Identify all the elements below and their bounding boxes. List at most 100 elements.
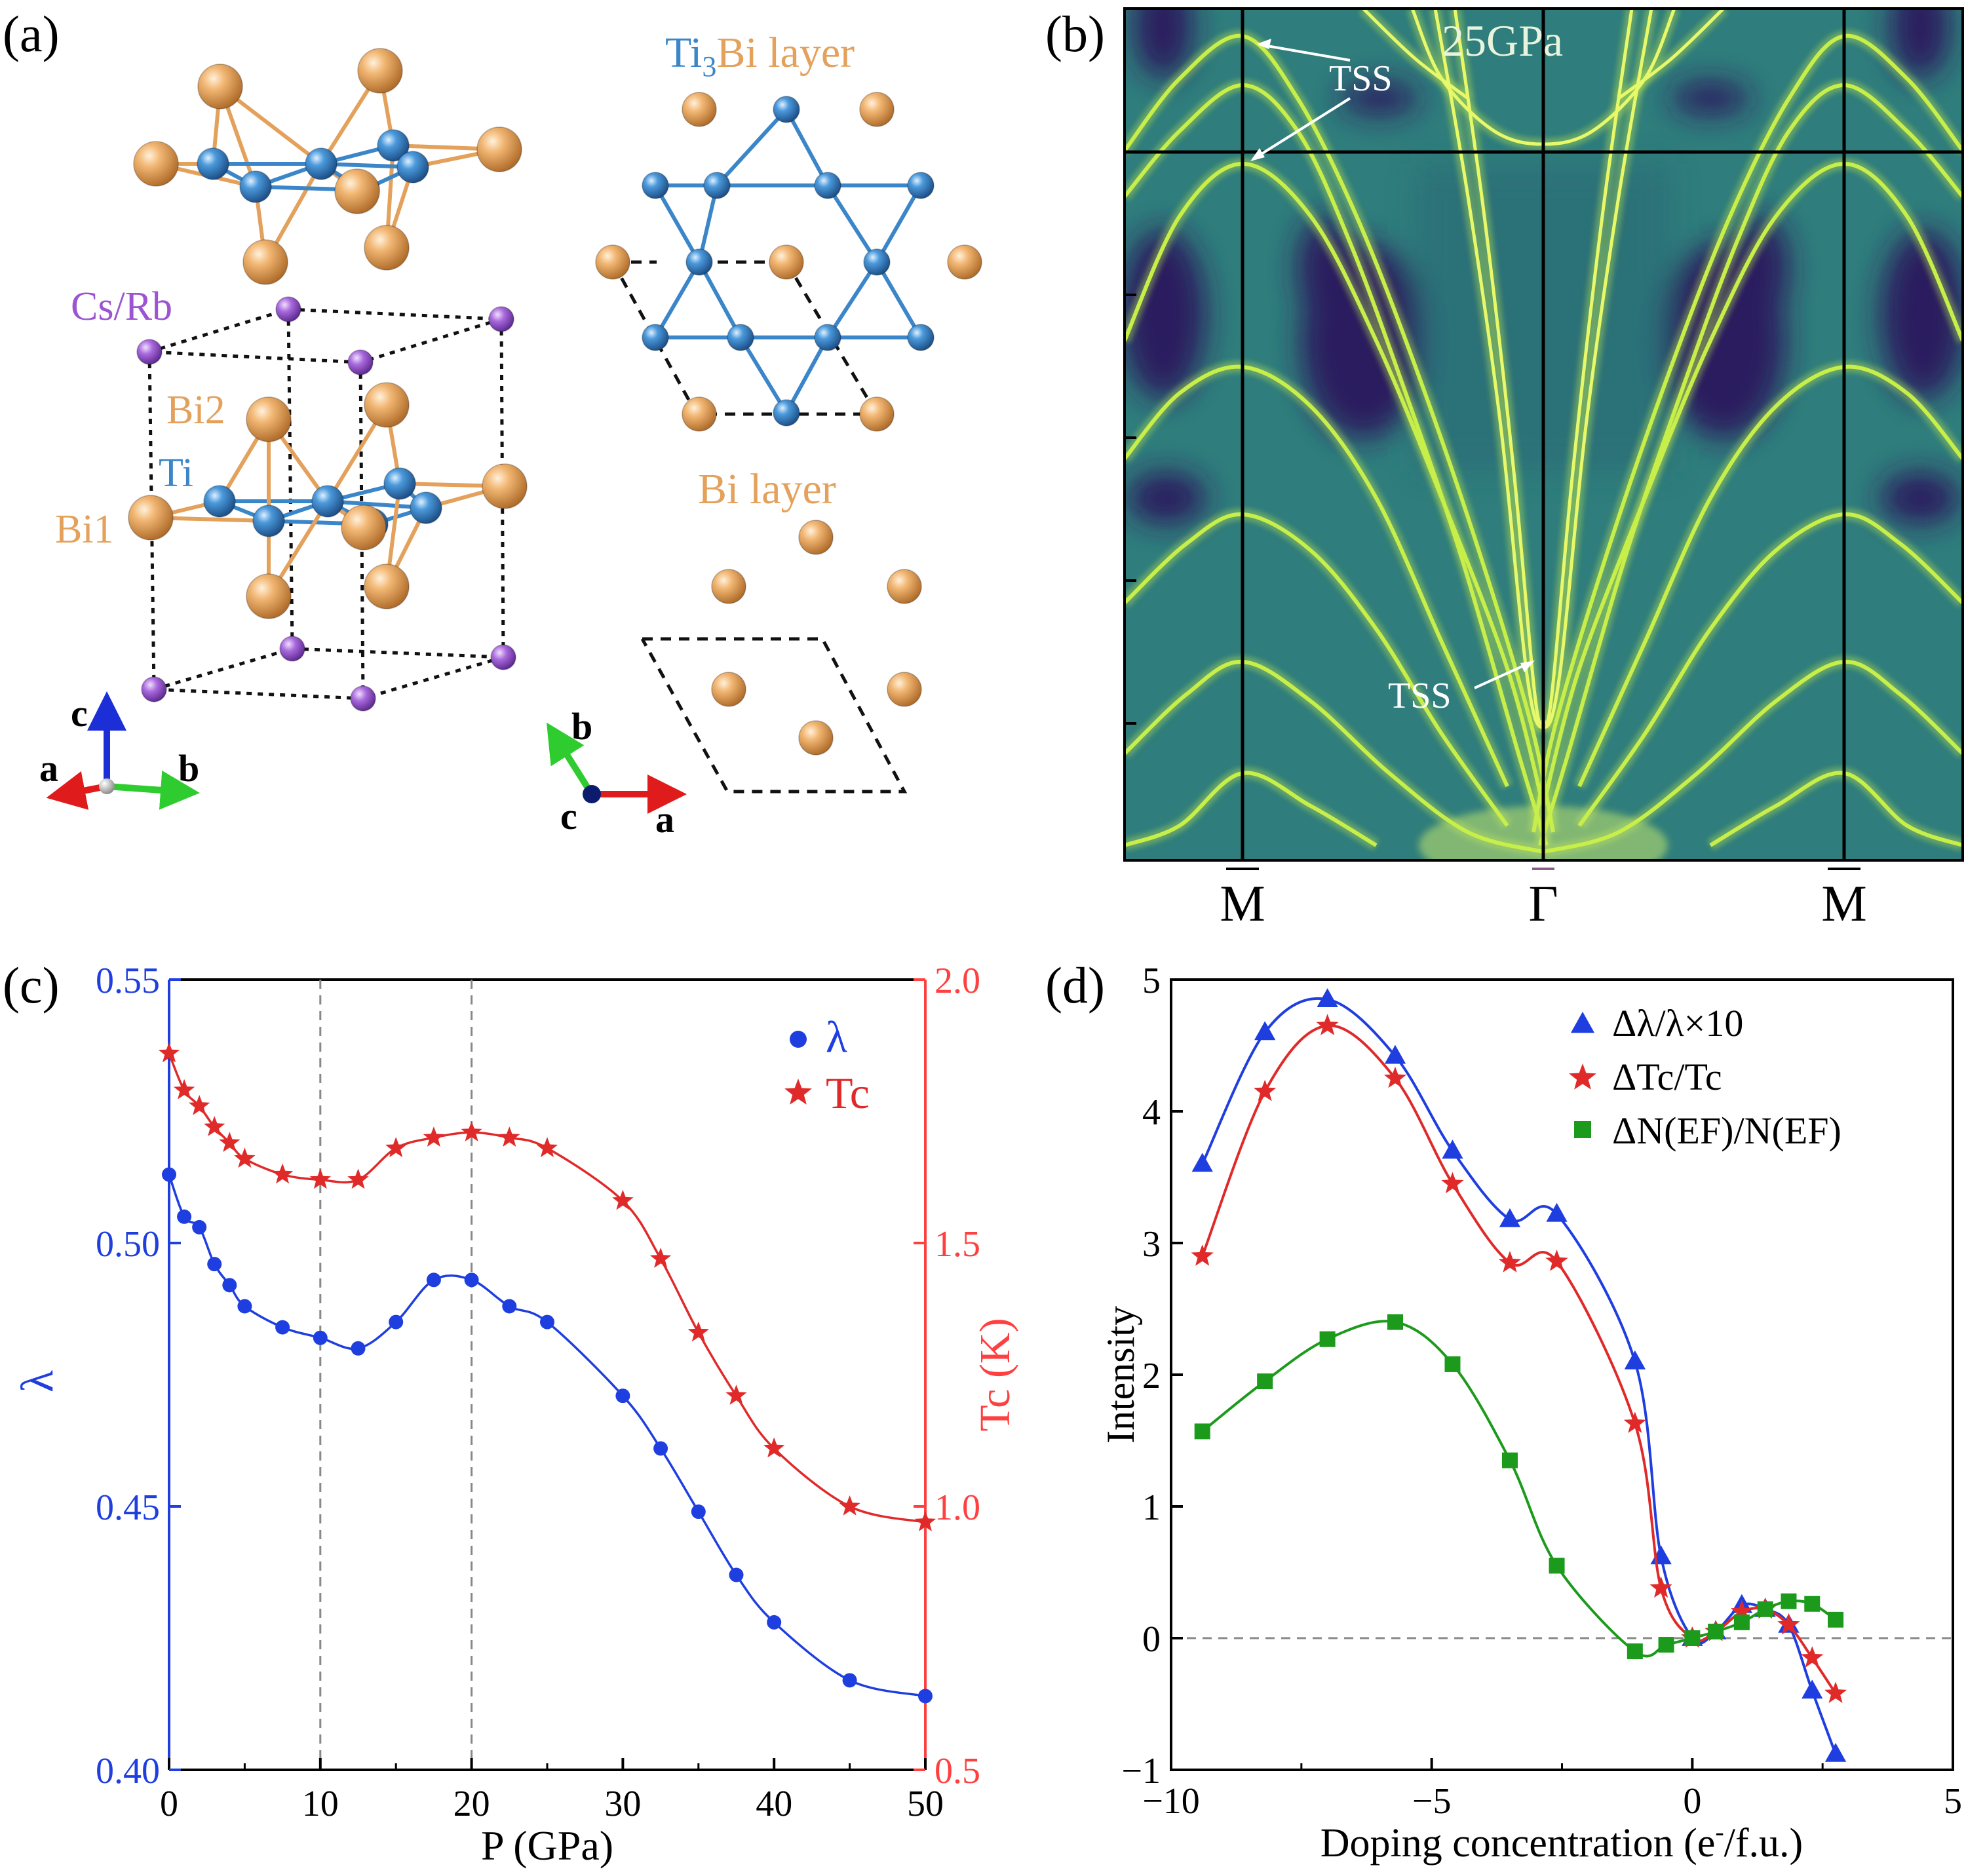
band-dark-region bbox=[1737, 216, 1789, 321]
crystal-layer-views bbox=[595, 92, 982, 794]
chart-c-ytick-left-label: 0.55 bbox=[96, 961, 160, 1001]
chart-c-point-tc bbox=[839, 1495, 860, 1516]
bi-atom bbox=[887, 672, 922, 707]
ti-atom bbox=[685, 248, 713, 276]
chart-d-point-dtc bbox=[1649, 1576, 1672, 1598]
ti-atom bbox=[642, 324, 669, 351]
band-dark-region bbox=[1891, 9, 1950, 79]
legend-lambda: λ bbox=[826, 1012, 847, 1062]
chart-d-frame bbox=[1170, 978, 1954, 1771]
bi-atom bbox=[595, 244, 630, 280]
band-line bbox=[1532, 33, 1963, 833]
svg-text:a: a bbox=[655, 798, 674, 841]
chart-d-point-dtc bbox=[1777, 1613, 1800, 1635]
svg-text:TSS: TSS bbox=[1388, 676, 1452, 716]
chart-c-point-lambda bbox=[275, 1320, 290, 1335]
bi-atom bbox=[128, 495, 174, 541]
chart-c-point-lambda bbox=[426, 1273, 441, 1288]
chart-d-point-dtc bbox=[1545, 1250, 1568, 1271]
ti-atom bbox=[773, 399, 800, 427]
band-line bbox=[1362, 9, 1469, 100]
chart-d-point-dn bbox=[1319, 1331, 1336, 1347]
band-plot-frame bbox=[1123, 7, 1964, 862]
band-line bbox=[1541, 161, 1963, 807]
crystal-3d-view bbox=[128, 48, 528, 712]
chart-c-series bbox=[158, 1042, 936, 1704]
ti-atom bbox=[773, 96, 800, 123]
cs-atom bbox=[350, 685, 376, 712]
chart-d-series bbox=[1191, 988, 1847, 1762]
band-dark-region bbox=[1340, 82, 1419, 115]
bi-atom bbox=[482, 463, 528, 509]
chart-d-ytick-label: 0 bbox=[1142, 1619, 1161, 1660]
bi-atom bbox=[798, 720, 834, 756]
band-line bbox=[1125, 33, 1555, 833]
kpoint-labels: M Γ M bbox=[1220, 868, 1867, 932]
chart-c-axes bbox=[168, 978, 927, 1771]
chart-d-point-dlambda bbox=[1384, 1044, 1406, 1064]
cs-atom bbox=[347, 349, 374, 375]
chart-c-ytick-left-label: 0.40 bbox=[96, 1751, 160, 1791]
chart-c-point-lambda bbox=[615, 1388, 630, 1404]
ti-atom bbox=[203, 485, 236, 518]
chart-c-point-lambda bbox=[653, 1441, 668, 1456]
label-ti3bi-layer: Ti3Bi layer bbox=[665, 29, 855, 83]
tss-annotation-top: TSS bbox=[1250, 39, 1393, 161]
bi-atom bbox=[476, 126, 522, 172]
bi-atom bbox=[364, 225, 410, 271]
chart-c-point-tc bbox=[649, 1248, 672, 1268]
chart-c-point-tc bbox=[271, 1163, 294, 1184]
chart-c-xtick-label: 50 bbox=[907, 1784, 944, 1824]
svg-text:b: b bbox=[178, 747, 199, 790]
ti-atom bbox=[907, 324, 935, 351]
chart-c-point-tc bbox=[763, 1437, 785, 1458]
axes-triad-left: c a b bbox=[39, 691, 200, 810]
ti-atom bbox=[410, 491, 442, 524]
bi-atom bbox=[357, 48, 403, 94]
chart-c-point-lambda bbox=[177, 1209, 192, 1224]
kpoint-m-left: M bbox=[1220, 875, 1265, 932]
legend-dn: ΔN(EF)/N(EF) bbox=[1612, 1109, 1841, 1152]
chart-c-ylabel-left: λ bbox=[12, 1370, 63, 1392]
chart-d-ylabel: Intensity bbox=[1099, 1306, 1142, 1444]
chart-d-ytick-label: −1 bbox=[1121, 1751, 1161, 1791]
bi-atom bbox=[798, 520, 834, 555]
panel-a-crystal-structure: Ti3Bi layer Bi layer Cs/Rb Bi2 Ti Bi1 c … bbox=[39, 29, 982, 841]
chart-d-ytick-label: 4 bbox=[1142, 1092, 1161, 1133]
chart-c-point-lambda bbox=[729, 1567, 744, 1582]
band-dark-region bbox=[1134, 9, 1193, 79]
chart-d-point-dtc bbox=[1730, 1599, 1753, 1622]
bi-atom bbox=[364, 564, 410, 609]
chart-d-point-dlambda bbox=[1802, 1679, 1823, 1699]
bi-atom bbox=[859, 92, 895, 127]
kpoint-gamma: Γ bbox=[1528, 875, 1558, 932]
chart-d-point-dtc bbox=[1623, 1411, 1646, 1433]
chart-c-point-lambda bbox=[502, 1299, 517, 1314]
chart-c-point-lambda bbox=[540, 1314, 554, 1330]
chart-d-point-dtc bbox=[1441, 1172, 1464, 1194]
svg-text:b: b bbox=[571, 705, 592, 748]
axes-triad-right: b c a bbox=[546, 705, 687, 841]
label-bi2: Bi2 bbox=[166, 388, 225, 432]
svg-text:c: c bbox=[71, 692, 88, 735]
chart-c-point-tc bbox=[309, 1168, 331, 1189]
chart-d-point-dtc bbox=[1383, 1066, 1407, 1088]
legend-dtc: ΔTc/Tc bbox=[1612, 1056, 1722, 1098]
chart-c-ytick-left-label: 0.50 bbox=[96, 1224, 160, 1265]
ti-atom bbox=[311, 485, 344, 518]
band-dark-region bbox=[1298, 216, 1350, 321]
chart-d-point-dlambda bbox=[1499, 1208, 1521, 1227]
chart-d-point-dlambda bbox=[1546, 1202, 1568, 1222]
band-dark-region bbox=[1125, 229, 1206, 400]
chart-c-xtick-label: 20 bbox=[453, 1784, 490, 1824]
chart-c-point-lambda bbox=[313, 1330, 328, 1345]
chart-c-point-tc bbox=[687, 1321, 709, 1342]
chart-d-point-dn bbox=[1658, 1637, 1674, 1653]
cs-atom bbox=[275, 296, 301, 322]
bi-atom bbox=[133, 141, 179, 187]
cs-atom bbox=[279, 636, 305, 662]
chart-d-point-dtc bbox=[1254, 1079, 1277, 1101]
chart-c-point-lambda bbox=[162, 1167, 176, 1182]
chart-c-vlines bbox=[319, 980, 473, 1770]
